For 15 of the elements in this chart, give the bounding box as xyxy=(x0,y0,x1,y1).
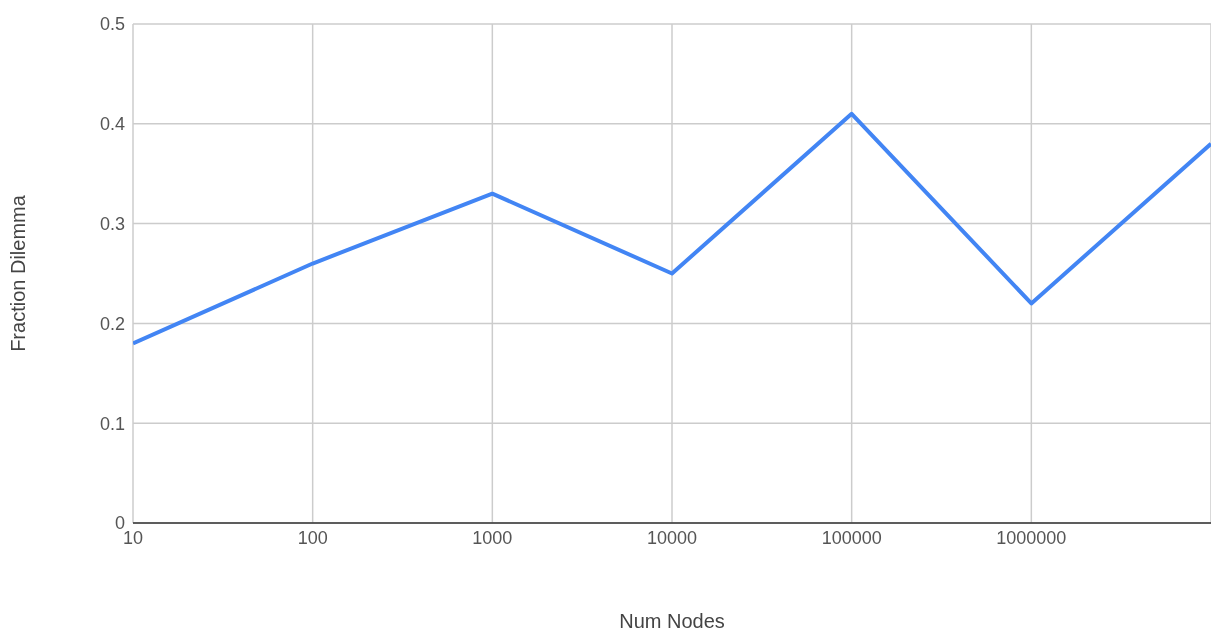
y-tick-label: 0.3 xyxy=(99,213,125,234)
y-tick-label: 0.1 xyxy=(99,413,125,434)
x-tick-label: 1000000 xyxy=(996,527,1067,548)
y-tick-label: 0.2 xyxy=(99,313,125,334)
x-tick-label: 100 xyxy=(297,527,328,548)
x-axis-title: Num Nodes xyxy=(619,610,725,632)
line-series xyxy=(133,111,1211,346)
y-tick-label: 0 xyxy=(114,513,125,534)
y-tick-label: 0.4 xyxy=(99,114,125,135)
x-tick-label: 10000 xyxy=(646,527,698,548)
y-tick-label: 0.5 xyxy=(99,14,125,35)
x-tick-label: 10 xyxy=(122,527,144,548)
x-tick-label: 100000 xyxy=(821,527,882,548)
y-axis-title: Fraction Dilemma xyxy=(7,194,30,352)
x-tick-label: 1000 xyxy=(472,527,513,548)
